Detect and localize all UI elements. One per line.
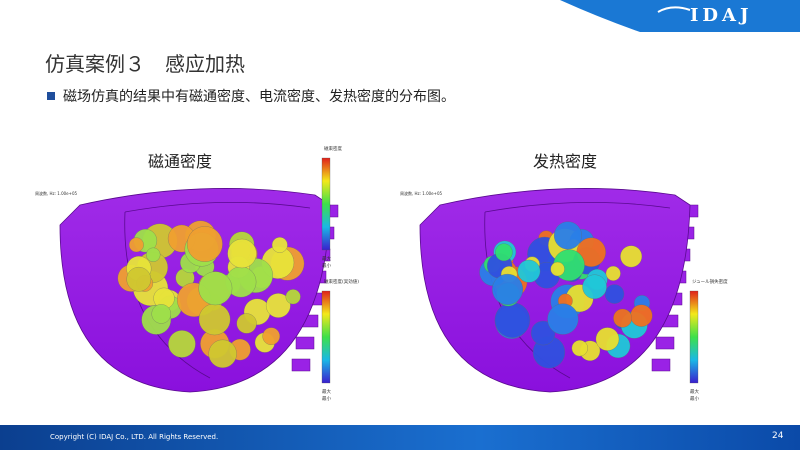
particle bbox=[530, 320, 556, 346]
bullet-text: 磁场仿真的结果中有磁通密度、电流密度、发热密度的分布图。 bbox=[63, 89, 455, 105]
particle bbox=[494, 302, 531, 338]
particle bbox=[595, 327, 620, 351]
colorbar bbox=[321, 290, 331, 384]
particle bbox=[613, 308, 632, 328]
particle bbox=[186, 226, 223, 262]
particle bbox=[605, 265, 621, 281]
particle bbox=[262, 327, 280, 345]
particle bbox=[271, 237, 288, 253]
legend-max: 最大 bbox=[322, 255, 331, 262]
legend-title: ジュール損失密度 bbox=[692, 278, 728, 285]
particle bbox=[604, 284, 625, 304]
figure-caption: 磁通密度 bbox=[148, 152, 213, 171]
particle bbox=[265, 293, 291, 318]
particle bbox=[151, 304, 171, 324]
particle bbox=[550, 261, 565, 277]
legend-min: 最小 bbox=[322, 262, 331, 269]
legend-max: 最大 bbox=[690, 388, 699, 395]
particle bbox=[198, 271, 233, 306]
legend-min: 最小 bbox=[322, 395, 331, 402]
particle bbox=[620, 245, 643, 268]
legend-min: 最小 bbox=[690, 395, 699, 402]
logo-band bbox=[560, 0, 800, 32]
frequency-label: 周波数, Hz: 1.00e+05 bbox=[400, 190, 443, 196]
particle bbox=[571, 340, 588, 357]
legend-title: 磁束密度 bbox=[324, 145, 342, 152]
particle bbox=[128, 237, 144, 253]
particle bbox=[492, 273, 524, 305]
slide-title: 仿真案例３ 感应加热 bbox=[45, 52, 245, 76]
particle bbox=[285, 289, 301, 305]
particle bbox=[208, 339, 237, 368]
fin bbox=[291, 358, 311, 372]
fin bbox=[295, 336, 315, 350]
logo-swoosh bbox=[657, 6, 691, 13]
particle bbox=[547, 303, 579, 335]
figure-caption: 发热密度 bbox=[533, 152, 598, 171]
legend-title: 磁束密度(実効値) bbox=[324, 278, 359, 285]
particle bbox=[630, 304, 653, 327]
particle bbox=[582, 274, 607, 299]
copyright: Copyright (C) IDAJ Co., LTD. All Rights … bbox=[50, 433, 219, 441]
legend-max: 最大 bbox=[322, 388, 331, 395]
particle bbox=[198, 303, 231, 336]
particle bbox=[236, 313, 257, 334]
fin bbox=[655, 336, 675, 350]
particle bbox=[495, 243, 513, 262]
frequency-label: 周波数, Hz: 1.00e+05 bbox=[35, 190, 78, 196]
page-number: 24 bbox=[772, 431, 784, 441]
fin bbox=[651, 358, 671, 372]
logo-text: IDAJ bbox=[690, 5, 753, 26]
particle bbox=[146, 247, 161, 262]
footer-band bbox=[0, 425, 800, 450]
particle bbox=[126, 266, 152, 292]
bullet-square bbox=[47, 92, 55, 100]
particle bbox=[517, 259, 541, 283]
particle bbox=[553, 221, 582, 250]
particle bbox=[168, 330, 196, 358]
colorbar bbox=[321, 157, 331, 251]
particle bbox=[227, 238, 257, 269]
colorbar bbox=[689, 290, 699, 384]
